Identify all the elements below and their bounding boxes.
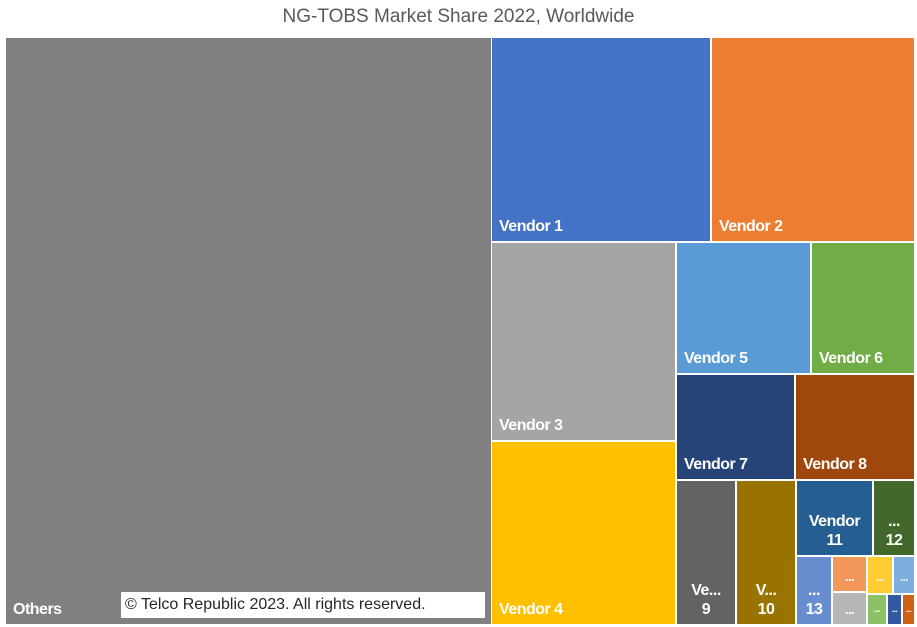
copyright-notice: © Telco Republic 2023. All rights reserv…	[121, 592, 485, 618]
tile-label: Vendor 1	[499, 218, 563, 235]
tile-others[interactable]: Others	[6, 38, 491, 624]
tile-vendor-15[interactable]: ...	[833, 593, 866, 624]
tile-label: ...	[891, 605, 898, 614]
tile-vendor-14[interactable]: ...	[833, 557, 866, 591]
tile-vendor-10[interactable]: V... 10	[737, 481, 795, 624]
tile-vendor-18[interactable]: ...	[868, 595, 886, 624]
tile-label: ... 13	[805, 582, 823, 618]
tile-vendor-20[interactable]: ...	[903, 595, 914, 624]
tile-label: ...	[876, 572, 884, 584]
tile-label: ... 12	[885, 513, 903, 549]
tile-vendor-1[interactable]: Vendor 1	[492, 38, 710, 241]
tile-vendor-13[interactable]: ... 13	[797, 557, 831, 624]
tile-label: Vendor 4	[499, 601, 563, 618]
tile-vendor-7[interactable]: Vendor 7	[677, 375, 794, 479]
tile-label: ...	[844, 569, 855, 584]
tile-label: Vendor 3	[499, 417, 563, 434]
chart-title: NG-TOBS Market Share 2022, Worldwide	[282, 6, 635, 27]
tile-label: V... 10	[755, 582, 777, 618]
tile-vendor-3[interactable]: Vendor 3	[492, 243, 675, 440]
tile-label: ...	[873, 604, 881, 614]
tile-label: Others	[13, 601, 62, 618]
tile-vendor-16[interactable]: ...	[868, 557, 892, 593]
tile-label: ...	[900, 572, 908, 584]
tile-vendor-8[interactable]: Vendor 8	[796, 375, 914, 479]
tile-vendor-5[interactable]: Vendor 5	[677, 243, 810, 373]
tile-vendor-17[interactable]: ...	[894, 557, 914, 593]
tile-vendor-6[interactable]: Vendor 6	[812, 243, 914, 373]
tile-label: ...	[844, 602, 855, 617]
tile-vendor-4[interactable]: Vendor 4	[492, 442, 675, 624]
tile-label: Vendor 11	[808, 513, 861, 549]
tile-vendor-9[interactable]: Ve... 9	[677, 481, 735, 624]
tile-label: Vendor 5	[684, 350, 748, 367]
tile-label: ...	[905, 605, 912, 614]
tile-vendor-19[interactable]: ...	[888, 595, 901, 624]
tile-label: Vendor 7	[684, 456, 748, 473]
tile-label: Vendor 8	[803, 456, 867, 473]
tile-label: Vendor 2	[719, 218, 783, 235]
tile-label: Ve... 9	[691, 582, 721, 618]
tile-vendor-2[interactable]: Vendor 2	[712, 38, 914, 241]
tile-vendor-11[interactable]: Vendor 11	[797, 481, 872, 555]
tile-label: Vendor 6	[819, 350, 883, 367]
tile-vendor-12[interactable]: ... 12	[874, 481, 914, 555]
